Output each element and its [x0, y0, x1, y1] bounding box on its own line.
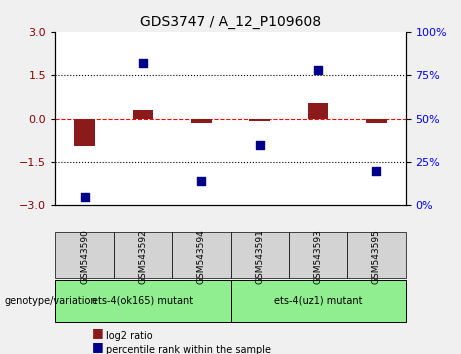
Text: GSM543595: GSM543595	[372, 229, 381, 284]
Text: GSM543593: GSM543593	[313, 229, 323, 284]
Point	[81, 194, 88, 200]
Text: genotype/variation: genotype/variation	[5, 296, 97, 306]
Text: GSM543591: GSM543591	[255, 229, 264, 284]
Bar	[249, 119, 270, 121]
Text: GSM543590: GSM543590	[80, 229, 89, 284]
Bar	[74, 119, 95, 146]
Text: ■: ■	[92, 341, 104, 353]
Bar	[366, 119, 387, 123]
Bar	[308, 103, 328, 119]
Text: percentile rank within the sample: percentile rank within the sample	[106, 346, 271, 354]
Text: ■: ■	[92, 326, 104, 339]
Bar	[133, 110, 153, 119]
Point	[139, 60, 147, 66]
Point	[314, 67, 322, 73]
Text: GSM543594: GSM543594	[197, 229, 206, 284]
Point	[198, 178, 205, 184]
Point	[256, 142, 263, 147]
Title: GDS3747 / A_12_P109608: GDS3747 / A_12_P109608	[140, 16, 321, 29]
Text: GSM543592: GSM543592	[138, 229, 148, 284]
Text: ets-4(ok165) mutant: ets-4(ok165) mutant	[92, 296, 194, 306]
Bar	[191, 119, 212, 123]
Text: log2 ratio: log2 ratio	[106, 331, 153, 341]
Text: ets-4(uz1) mutant: ets-4(uz1) mutant	[274, 296, 362, 306]
Point	[373, 168, 380, 173]
